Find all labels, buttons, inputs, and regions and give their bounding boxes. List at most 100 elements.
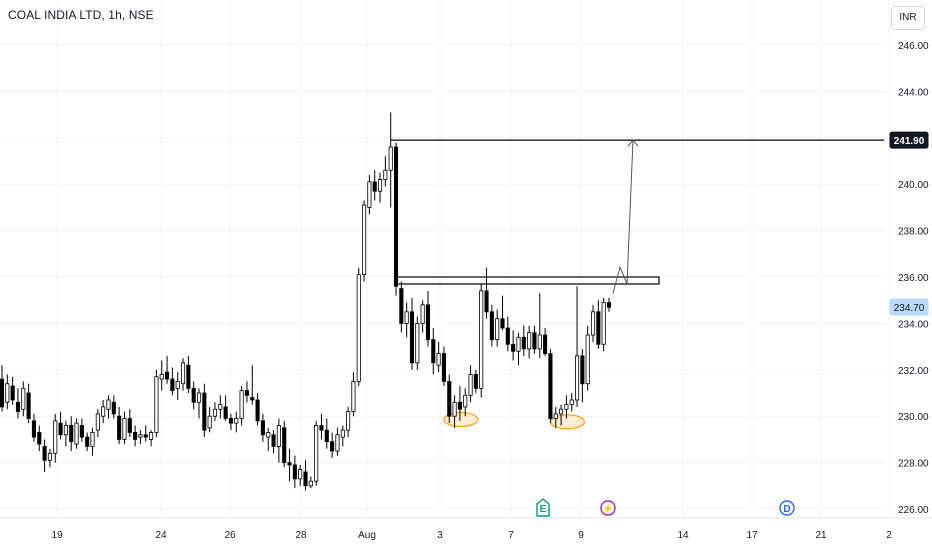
- candle-body: [362, 204, 367, 276]
- candle-body: [527, 332, 532, 350]
- candle-body: [324, 429, 329, 443]
- candle-body: [388, 146, 393, 171]
- candle-down: [244, 381, 249, 403]
- arrow-head: [627, 139, 639, 147]
- candle-down: [69, 416, 74, 451]
- candle-up: [63, 420, 68, 447]
- candle-up: [452, 395, 457, 428]
- candle-down: [15, 388, 21, 419]
- candle-body: [473, 374, 478, 389]
- candle-down: [500, 295, 505, 331]
- candle-up: [234, 411, 239, 433]
- candle-body: [543, 334, 548, 354]
- price-axis[interactable]: 246.00244.00242.00240.00238.00236.00234.…: [898, 41, 929, 516]
- projection-arrow[interactable]: [612, 140, 634, 294]
- candle-up: [266, 427, 271, 451]
- candle-body: [553, 413, 558, 419]
- candle-body: [287, 462, 292, 466]
- candle-down: [127, 409, 132, 438]
- candle-body: [468, 374, 473, 396]
- target-price-label: 241.90: [889, 131, 929, 149]
- candle-body: [292, 464, 297, 480]
- y-tick-label: 236.00: [898, 273, 929, 284]
- event-marker-dividend[interactable]: D: [779, 500, 795, 516]
- candle-body: [532, 332, 537, 350]
- price-label-text: 234.70: [894, 303, 925, 314]
- bottom-highlight-ellipse[interactable]: [443, 411, 479, 428]
- candle-body: [452, 401, 457, 417]
- candle-up: [479, 283, 484, 398]
- candle-body: [47, 452, 52, 461]
- candle-down: [399, 281, 404, 333]
- candle-down: [543, 328, 548, 356]
- chart-title: COAL INDIA LTD, 1h, NSE: [8, 8, 154, 22]
- candle-body: [377, 179, 383, 192]
- candle-up: [553, 406, 558, 428]
- candle-down: [319, 413, 324, 440]
- candle-body: [255, 399, 260, 422]
- candle-body: [521, 336, 526, 350]
- x-tick-label: 17: [746, 530, 758, 541]
- event-marker-news[interactable]: ⚡: [600, 500, 616, 516]
- candle-body: [15, 401, 21, 412]
- candle-down: [431, 328, 436, 375]
- candle-body: [383, 169, 388, 180]
- x-tick-label: 19: [51, 530, 63, 541]
- candle-up: [212, 402, 218, 421]
- candle-down: [31, 413, 36, 442]
- candle-down: [260, 413, 265, 442]
- candle-down: [441, 346, 446, 387]
- candle-up: [74, 418, 79, 449]
- x-tick-label: 3: [437, 530, 443, 541]
- candle-up: [239, 386, 244, 426]
- candle-body: [441, 353, 446, 382]
- candle-up: [495, 309, 500, 347]
- candle-down: [330, 432, 335, 458]
- candle-up: [106, 395, 111, 419]
- candle-body: [180, 362, 186, 385]
- currency-button[interactable]: INR: [891, 6, 925, 30]
- candle-down: [111, 395, 116, 419]
- time-axis[interactable]: 19 24 26 28 Aug 3 7 9 14 17 21 2: [51, 530, 892, 541]
- candle-body: [399, 288, 404, 324]
- drawing-layer-front[interactable]: [390, 139, 884, 294]
- candle-up: [47, 448, 52, 468]
- candle-body: [117, 415, 122, 440]
- candle-up: [415, 316, 420, 370]
- candle-body: [580, 355, 585, 385]
- candle-down: [117, 406, 122, 445]
- candle-up: [21, 381, 26, 417]
- dividend-icon: [779, 500, 795, 516]
- candle-body: [191, 387, 196, 403]
- candle-body: [516, 336, 521, 352]
- x-tick-label: 21: [815, 530, 827, 541]
- candle-down: [191, 381, 196, 410]
- candle-up: [388, 112, 393, 208]
- event-marker-earnings[interactable]: E: [536, 498, 550, 517]
- candle-body: [26, 392, 31, 419]
- candle-body: [42, 445, 47, 461]
- candle-up: [308, 476, 313, 489]
- candle-down: [37, 425, 42, 451]
- candle-body: [63, 425, 68, 436]
- candle-up: [180, 358, 186, 391]
- candle-body: [276, 425, 281, 447]
- candle-body: [111, 401, 116, 415]
- x-tick-label: 7: [508, 530, 514, 541]
- candle-up: [537, 293, 542, 359]
- candle-body: [143, 434, 148, 438]
- candle-down: [425, 290, 431, 347]
- y-tick-label: 232.00: [898, 366, 929, 377]
- candle-down: [505, 316, 510, 352]
- candle-body: [393, 146, 399, 287]
- candle-up: [196, 388, 202, 419]
- candle-body: [548, 353, 553, 419]
- x-tick-label: Aug: [358, 530, 376, 541]
- neckline-rectangle[interactable]: [395, 276, 660, 285]
- price-label-box: [889, 131, 929, 149]
- candle-down: [324, 418, 329, 449]
- event-markers[interactable]: E ⚡ D: [536, 498, 795, 517]
- candle-body: [457, 401, 462, 410]
- candle-body: [95, 413, 100, 431]
